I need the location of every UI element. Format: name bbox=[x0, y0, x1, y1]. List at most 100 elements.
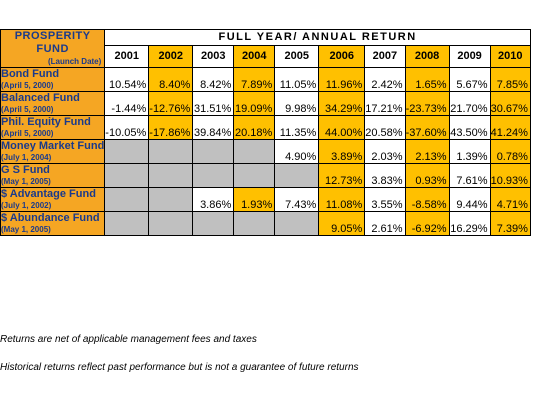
return-cell: -23.73% bbox=[404, 91, 450, 116]
table-row: Phil. Equity Fund (April 5, 2000) -10.05% -… bbox=[0, 115, 531, 140]
empty-cell bbox=[104, 163, 150, 188]
year-header-2004: 2004 bbox=[233, 44, 276, 69]
launch-date-label: (Launch Date) bbox=[47, 57, 102, 66]
return-cell: 12.73% bbox=[318, 163, 366, 188]
year-header-2010: 2010 bbox=[489, 44, 531, 69]
year-header-2003: 2003 bbox=[192, 44, 235, 69]
return-cell: -1.44% bbox=[104, 91, 150, 116]
year-header-2007: 2007 bbox=[364, 44, 406, 69]
return-cell: 10.54% bbox=[104, 67, 150, 92]
return-cell: 2.42% bbox=[364, 67, 406, 92]
return-cell: 1.65% bbox=[404, 67, 450, 92]
fund-name: Money Market Fund bbox=[1, 140, 105, 153]
empty-cell bbox=[104, 187, 150, 212]
fund-name: G S Fund bbox=[1, 164, 50, 177]
fund-name: $ Advantage Fund bbox=[1, 188, 96, 201]
fund-launch-date: (April 5, 2000) bbox=[1, 105, 54, 114]
return-cell: -8.58% bbox=[404, 187, 450, 212]
return-cell: 8.42% bbox=[192, 67, 235, 92]
return-cell: 7.43% bbox=[274, 187, 320, 212]
return-cell: 3.89% bbox=[318, 139, 366, 164]
return-cell: 0.93% bbox=[404, 163, 450, 188]
empty-cell bbox=[274, 211, 320, 236]
return-cell: 1.93% bbox=[233, 187, 276, 212]
return-cell: 21.70% bbox=[448, 91, 491, 116]
return-cell: -6.92% bbox=[404, 211, 450, 236]
return-cell: 4.71% bbox=[489, 187, 531, 212]
empty-cell bbox=[148, 163, 194, 188]
empty-cell bbox=[192, 139, 235, 164]
empty-cell bbox=[192, 163, 235, 188]
empty-cell bbox=[233, 211, 276, 236]
year-header-2008: 2008 bbox=[404, 44, 450, 69]
return-cell: 20.58% bbox=[364, 115, 406, 140]
return-cell: 44.00% bbox=[318, 115, 366, 140]
return-cell: 11.96% bbox=[318, 67, 366, 92]
past-performance-note: Historical returns reflect past performa… bbox=[0, 362, 359, 373]
fund-launch-date: (April 5, 2000) bbox=[1, 81, 54, 90]
return-cell: 30.67% bbox=[489, 91, 531, 116]
year-header-2005: 2005 bbox=[274, 44, 320, 69]
return-cell: -10.05% bbox=[104, 115, 150, 140]
return-cell: 9.44% bbox=[448, 187, 491, 212]
return-cell: 34.29% bbox=[318, 91, 366, 116]
return-cell: 7.39% bbox=[489, 211, 531, 236]
fund-launch-date: (May 1, 2005) bbox=[1, 225, 51, 234]
return-cell: 5.67% bbox=[448, 67, 491, 92]
fund-launch-date: (May 1, 2005) bbox=[1, 177, 51, 186]
empty-cell bbox=[233, 139, 276, 164]
return-cell: 0.78% bbox=[489, 139, 531, 164]
returns-table: PROSPERITY FUND (Launch Date) FULL YEAR/… bbox=[0, 29, 531, 236]
table-row: Bond Fund (April 5, 2000) 10.54% 8.40% 8.42%… bbox=[0, 67, 531, 92]
fund-name-cell: Bond Fund (April 5, 2000) bbox=[0, 67, 106, 92]
return-cell: 16.29% bbox=[448, 211, 491, 236]
fund-name-cell: Money Market Fund (July 1, 2004) bbox=[0, 139, 106, 164]
return-cell: 10.93% bbox=[489, 163, 531, 188]
return-cell: 9.05% bbox=[318, 211, 366, 236]
year-header-2001: 2001 bbox=[104, 44, 150, 69]
empty-cell bbox=[104, 139, 150, 164]
return-cell: -12.76% bbox=[148, 91, 194, 116]
fund-name-cell: G S Fund (May 1, 2005) bbox=[0, 163, 106, 188]
fund-column-header: PROSPERITY FUND (Launch Date) bbox=[0, 29, 106, 68]
return-cell: -17.86% bbox=[148, 115, 194, 140]
return-cell: 11.08% bbox=[318, 187, 366, 212]
table-row: G S Fund (May 1, 2005) 12.73% 3.83% 0.93% 7.6… bbox=[0, 163, 531, 188]
return-cell: 3.55% bbox=[364, 187, 406, 212]
annual-return-banner: FULL YEAR/ ANNUAL RETURN bbox=[104, 29, 531, 46]
return-cell: 19.09% bbox=[233, 91, 276, 116]
banner-row: PROSPERITY FUND (Launch Date) FULL YEAR/… bbox=[0, 29, 531, 68]
return-cell: 11.05% bbox=[274, 67, 320, 92]
fund-launch-date: (July 1, 2004) bbox=[1, 153, 52, 162]
empty-cell bbox=[148, 211, 194, 236]
return-cell: 1.39% bbox=[448, 139, 491, 164]
return-cell: 4.90% bbox=[274, 139, 320, 164]
fund-launch-date: (July 1, 2002) bbox=[1, 201, 52, 210]
return-cell: 43.50% bbox=[448, 115, 491, 140]
table-row: Money Market Fund (July 1, 2004) 4.90% 3.89… bbox=[0, 139, 531, 164]
fund-header-line2: FUND bbox=[36, 43, 69, 55]
fund-launch-date: (April 5, 2000) bbox=[1, 129, 54, 138]
table-row: Balanced Fund (April 5, 2000) -1.44% -12.76… bbox=[0, 91, 531, 116]
return-cell: 2.61% bbox=[364, 211, 406, 236]
empty-cell bbox=[148, 187, 194, 212]
return-cell: 31.51% bbox=[192, 91, 235, 116]
fund-name-cell: Balanced Fund (April 5, 2000) bbox=[0, 91, 106, 116]
return-cell: 9.98% bbox=[274, 91, 320, 116]
return-cell: 3.83% bbox=[364, 163, 406, 188]
empty-cell bbox=[233, 163, 276, 188]
year-header-2006: 2006 bbox=[318, 44, 366, 69]
fund-name-cell: $ Abundance Fund (May 1, 2005) bbox=[0, 211, 106, 236]
year-header-row: 2001 2002 2003 2004 2005 2006 2007 2008 2009 2010 bbox=[1, 44, 531, 69]
return-cell: 17.21% bbox=[364, 91, 406, 116]
empty-cell bbox=[148, 139, 194, 164]
return-cell: 11.35% bbox=[274, 115, 320, 140]
return-cell: 20.18% bbox=[233, 115, 276, 140]
fund-name-cell: $ Advantage Fund (July 1, 2002) bbox=[0, 187, 106, 212]
fees-note: Returns are net of applicable management… bbox=[0, 334, 257, 345]
return-cell: 8.40% bbox=[148, 67, 194, 92]
return-cell: 39.84% bbox=[192, 115, 235, 140]
year-header-2002: 2002 bbox=[148, 44, 194, 69]
return-cell: 7.61% bbox=[448, 163, 491, 188]
return-cell: 7.89% bbox=[233, 67, 276, 92]
